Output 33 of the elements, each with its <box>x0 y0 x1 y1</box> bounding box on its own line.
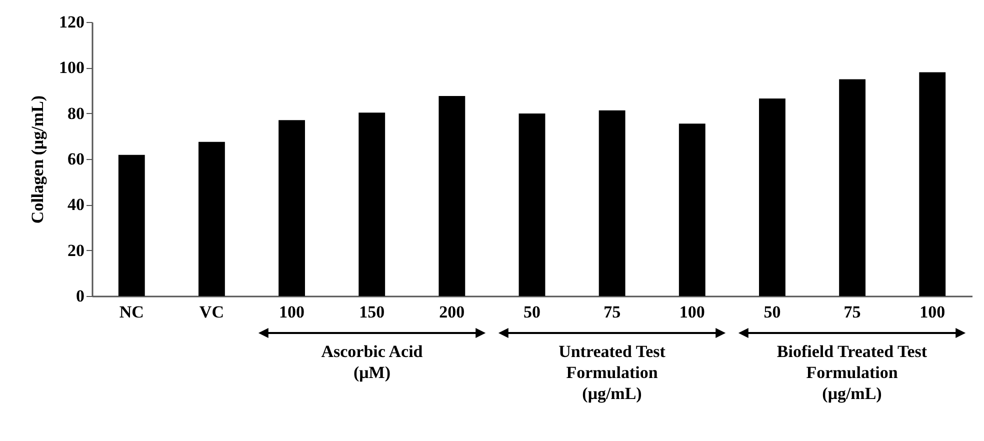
y-tick-label: 20 <box>68 240 84 260</box>
x-tick-label: 75 <box>604 302 621 322</box>
y-tick-label: 40 <box>68 195 84 214</box>
y-tick-label: 120 <box>59 12 84 32</box>
x-tick-label: 150 <box>359 302 385 322</box>
bar <box>278 120 305 296</box>
bar <box>358 112 386 296</box>
y-tick-label: 100 <box>59 58 84 78</box>
bar <box>919 72 946 296</box>
bar <box>198 142 225 296</box>
y-tick-label: 60 <box>68 150 84 168</box>
x-tick-label: VC <box>199 302 224 322</box>
x-tick-label: 75 <box>844 302 861 322</box>
bar <box>759 98 786 296</box>
bar <box>438 96 466 296</box>
x-tick-label: 100 <box>279 302 305 322</box>
y-axis-title: Collagen (μg/mL) <box>28 95 47 224</box>
bar <box>678 124 706 296</box>
x-tick-label: 100 <box>920 302 946 322</box>
x-tick-label: NC <box>119 302 144 322</box>
bar <box>598 110 626 296</box>
x-tick-label: 50 <box>764 302 781 322</box>
text: Biofield Treated Test Formulation (μg/mL) <box>776 342 928 403</box>
text: Untreated Test Formulation (μg/mL) <box>558 342 666 403</box>
text: Ascorbic Acid (μM) <box>321 342 424 382</box>
bar <box>118 154 145 296</box>
bar <box>518 114 546 296</box>
x-tick-label: 200 <box>439 302 465 322</box>
x-tick-label: 50 <box>524 302 540 322</box>
y-tick-label: 0 <box>76 286 84 306</box>
bar <box>839 79 866 296</box>
y-tick-label: 80 <box>68 104 84 123</box>
x-tick-label: 100 <box>679 302 705 322</box>
